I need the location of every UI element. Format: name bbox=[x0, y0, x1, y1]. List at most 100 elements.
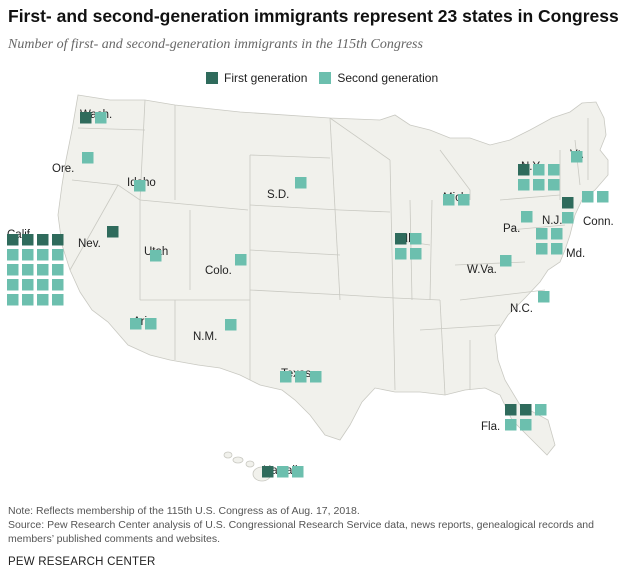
second-gen-square bbox=[37, 279, 49, 291]
first-gen-square bbox=[107, 226, 119, 238]
state-label-fla: Fla. bbox=[481, 421, 500, 433]
legend-first: First generation bbox=[206, 71, 307, 85]
second-gen-square bbox=[410, 248, 422, 260]
second-gen-square bbox=[536, 228, 548, 240]
second-gen-square bbox=[7, 294, 19, 306]
second-gen-square bbox=[225, 319, 237, 331]
state-label-s-d: S.D. bbox=[267, 189, 289, 201]
state-n-y: N.Y. bbox=[518, 161, 560, 191]
second-gen-square bbox=[37, 264, 49, 276]
note-text: Note: Reflects membership of the 115th U… bbox=[8, 505, 360, 517]
state-mich: Mich. bbox=[443, 192, 470, 206]
second-gen-square bbox=[134, 180, 146, 192]
state-utah: Utah bbox=[144, 246, 168, 262]
second-gen-square bbox=[310, 371, 322, 383]
second-gen-square bbox=[395, 248, 407, 260]
second-gen-square bbox=[582, 191, 594, 203]
chart-title: First- and second-generation immigrants … bbox=[8, 6, 619, 26]
second-gen-square bbox=[500, 255, 512, 267]
second-gen-square bbox=[7, 264, 19, 276]
state-label-n-m: N.M. bbox=[193, 331, 217, 343]
second-gen-square bbox=[277, 466, 289, 478]
second-gen-square bbox=[22, 279, 34, 291]
state-hawaii: Hawaii bbox=[262, 465, 304, 478]
state-label-md: Md. bbox=[566, 248, 585, 260]
state-s-d: S.D. bbox=[267, 177, 307, 201]
first-gen-square bbox=[37, 234, 49, 246]
chart-subtitle: Number of first- and second-generation i… bbox=[8, 37, 423, 52]
second-gen-square bbox=[52, 264, 64, 276]
state-calif: Calif. bbox=[7, 229, 64, 306]
second-gen-square bbox=[533, 179, 545, 191]
legend: First generation Second generation bbox=[206, 71, 450, 85]
state-label-colo: Colo. bbox=[205, 265, 232, 277]
second-gen-square bbox=[82, 152, 94, 164]
state-ill: Ill. bbox=[395, 233, 422, 260]
brand-label: PEW RESEARCH CENTER bbox=[8, 556, 156, 568]
second-gen-square bbox=[22, 249, 34, 261]
state-w-va: W.Va. bbox=[467, 255, 512, 276]
second-gen-square bbox=[551, 228, 563, 240]
second-gen-square bbox=[548, 179, 560, 191]
basemap bbox=[57, 94, 609, 482]
state-n-j: N.J. bbox=[542, 197, 574, 227]
state-texas: Texas bbox=[280, 368, 322, 383]
first-gen-square bbox=[562, 197, 574, 209]
state-label-w-va: W.Va. bbox=[467, 264, 497, 276]
second-gen-square bbox=[37, 294, 49, 306]
second-gen-square bbox=[597, 191, 609, 203]
second-gen-square bbox=[295, 371, 307, 383]
legend-second: Second generation bbox=[319, 71, 438, 85]
source-text: Source: Pew Research Center analysis of … bbox=[8, 519, 594, 545]
second-gen-square bbox=[533, 164, 545, 176]
second-gen-square bbox=[7, 279, 19, 291]
state-n-c: N.C. bbox=[510, 291, 550, 315]
second-gen-square bbox=[536, 243, 548, 255]
state-pa: Pa. bbox=[503, 211, 533, 235]
second-gen-square bbox=[52, 294, 64, 306]
legend-first-label: First generation bbox=[224, 71, 308, 85]
second-gen-square bbox=[518, 179, 530, 191]
state-fla: Fla. bbox=[481, 404, 547, 433]
second-gen-square bbox=[520, 419, 532, 431]
legend-second-label: Second generation bbox=[337, 71, 439, 85]
second-gen-square bbox=[130, 318, 142, 330]
us-map: Wash. Ore. Idaho Calif. Nev. Utah Ariz. Colo. N.… bbox=[7, 94, 614, 482]
state-nev: Nev. bbox=[78, 226, 119, 250]
second-gen-square bbox=[235, 254, 247, 266]
second-gen-square bbox=[571, 151, 583, 163]
second-gen-square bbox=[562, 212, 574, 224]
state-wash: Wash. bbox=[80, 109, 112, 124]
first-gen-square bbox=[52, 234, 64, 246]
state-ore: Ore. bbox=[52, 152, 94, 175]
second-gen-square bbox=[410, 233, 422, 245]
legend-second-swatch bbox=[319, 72, 332, 84]
first-gen-square bbox=[262, 466, 274, 478]
second-gen-square bbox=[37, 249, 49, 261]
second-gen-square bbox=[52, 279, 64, 291]
state-conn: Conn. bbox=[582, 191, 614, 228]
state-label-ore: Ore. bbox=[52, 163, 74, 175]
first-gen-square bbox=[505, 404, 517, 416]
first-gen-square bbox=[22, 234, 34, 246]
state-colo: Colo. bbox=[205, 254, 247, 277]
state-label-n-c: N.C. bbox=[510, 303, 533, 315]
state-idaho: Idaho bbox=[127, 177, 156, 192]
footnote: Note: Reflects membership of the 115th U… bbox=[8, 504, 633, 546]
second-gen-square bbox=[22, 294, 34, 306]
first-gen-square bbox=[518, 164, 530, 176]
state-markers: Wash. Ore. Idaho Calif. Nev. Utah Ariz. Colo. N.… bbox=[7, 109, 614, 478]
second-gen-square bbox=[295, 177, 307, 189]
second-gen-square bbox=[95, 112, 107, 124]
second-gen-square bbox=[535, 404, 547, 416]
second-gen-square bbox=[548, 164, 560, 176]
first-gen-square bbox=[7, 234, 19, 246]
second-gen-square bbox=[22, 264, 34, 276]
second-gen-square bbox=[443, 194, 455, 206]
state-label-pa: Pa. bbox=[503, 223, 520, 235]
state-n-m: N.M. bbox=[193, 319, 237, 343]
second-gen-square bbox=[551, 243, 563, 255]
second-gen-square bbox=[145, 318, 157, 330]
first-gen-square bbox=[395, 233, 407, 245]
us-outline bbox=[57, 94, 609, 456]
